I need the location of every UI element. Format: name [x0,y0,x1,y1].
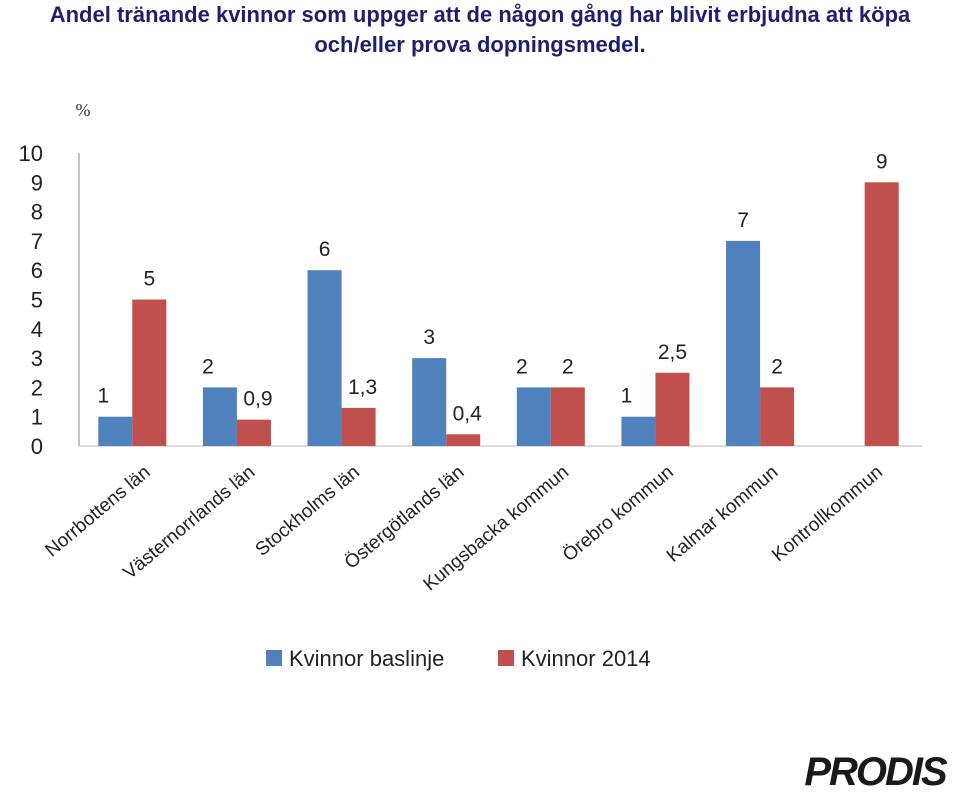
data-label: 0,9 [243,388,272,411]
bar-2014 [341,407,376,446]
legend-label: Kvinnor 2014 [521,646,651,671]
unit-label: % [76,100,91,120]
bar-baslinje [98,416,133,446]
data-label: 2 [516,355,528,378]
data-label: 2 [771,355,783,378]
data-label: 1 [621,385,633,408]
bar-baslinje [202,387,237,446]
y-tick-label: 9 [31,170,43,195]
data-label: 5 [143,268,155,291]
data-label: 6 [319,238,331,261]
y-tick-label: 7 [31,229,43,254]
y-tick-label: 10 [19,141,43,166]
data-label: 1,3 [348,376,377,399]
chart-title-line-1: Andel tränande kvinnor som uppger att de… [49,2,911,27]
bar-baslinje [412,358,447,446]
legend-swatch-baslinje [266,650,282,666]
y-tick-label: 6 [31,258,43,283]
data-label: 3 [423,326,435,349]
bar-2014 [132,299,167,446]
legend-label: Kvinnor baslinje [289,646,444,671]
y-tick-label: 4 [31,317,43,342]
x-category-label: Norrbottens län [42,462,155,562]
y-tick-label: 8 [31,200,43,225]
y-tick-label: 5 [31,288,43,313]
y-tick-label: 1 [31,405,43,430]
y-tick-label: 0 [31,434,43,459]
y-tick-label: 3 [31,346,43,371]
bar-baslinje [726,240,761,446]
logo-text: PRODIS [804,749,947,794]
bar-2014 [760,387,795,446]
data-label: 2 [202,355,214,378]
bar-2014 [655,372,690,446]
x-category-label: Kontrollkommun [768,462,887,566]
x-category-label: Örebro kommun [559,462,678,566]
data-label: 1 [97,385,109,408]
bar-2014 [236,419,271,446]
chart-title: Andel tränande kvinnor som uppger att de… [0,0,960,60]
data-label: 2 [562,355,574,378]
legend-swatch-2014 [498,650,514,666]
x-category-label: Kalmar kommun [663,462,782,567]
data-label: 9 [876,150,888,173]
chart-title-line-2: och/eller prova dopningsmedel. [314,32,646,57]
bar-2014 [550,387,585,446]
data-label: 2,5 [658,341,687,364]
y-tick-label: 2 [31,375,43,400]
bar-2014 [864,182,899,447]
prodis-logo: PRODIS [792,749,958,794]
data-label: 0,4 [453,402,483,425]
bar-baslinje [621,416,656,446]
bar-2014 [446,434,481,446]
bar-baslinje [307,270,342,446]
x-category-label: Stockholms län [252,462,364,561]
data-label: 7 [737,209,749,232]
bar-baslinje [516,387,551,446]
